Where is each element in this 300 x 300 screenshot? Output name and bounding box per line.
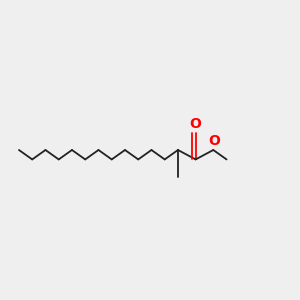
Text: O: O	[190, 117, 202, 130]
Text: O: O	[208, 134, 220, 148]
